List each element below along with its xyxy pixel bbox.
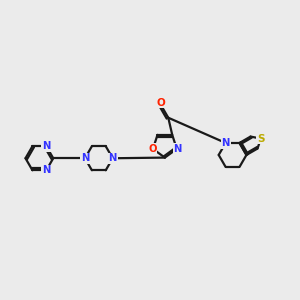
Text: N: N (42, 165, 50, 175)
Text: N: N (42, 141, 50, 151)
Text: N: N (109, 153, 117, 163)
Text: O: O (148, 144, 157, 154)
Text: O: O (157, 98, 165, 107)
Text: N: N (81, 153, 89, 163)
Text: S: S (257, 134, 265, 144)
Text: N: N (221, 138, 230, 148)
Text: N: N (173, 144, 181, 154)
